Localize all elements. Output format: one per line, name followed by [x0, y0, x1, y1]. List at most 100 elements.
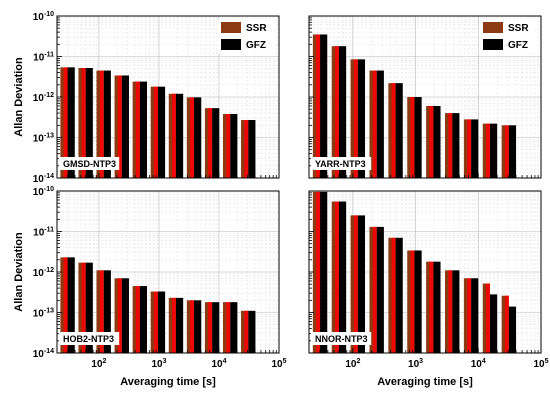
y-tick-label: 10-11 — [33, 52, 54, 64]
station-label-bg — [59, 332, 120, 345]
bars — [312, 34, 517, 179]
bar-gfz — [320, 34, 328, 179]
y-axis-label: Allan Deviation — [13, 57, 25, 137]
y-tick-label: 10-14 — [33, 348, 54, 360]
bar-highlight — [316, 191, 321, 353]
bar-gfz — [376, 226, 384, 353]
bar-gfz — [157, 291, 166, 353]
bar-highlight — [63, 67, 68, 178]
bar-gfz — [103, 70, 111, 178]
panel-yarr-ntp3: YARR-NTP3 SSR GFZ — [308, 15, 542, 179]
bar-gfz — [357, 215, 366, 353]
bar-highlight — [99, 270, 104, 353]
station-label-bg — [59, 157, 120, 170]
bars — [312, 191, 517, 353]
y-tick-label: 10-14 — [33, 173, 54, 185]
legend-label-ssr: SSR — [246, 23, 267, 34]
legend: SSR GFZ — [480, 19, 538, 53]
bar-highlight — [172, 297, 176, 353]
bar-highlight — [486, 283, 490, 353]
bar-gfz — [194, 97, 202, 178]
x-tick-label: 105 — [271, 358, 286, 370]
bar-gfz — [452, 113, 460, 178]
bar-gfz — [395, 83, 403, 178]
x-tick-label: 104 — [211, 358, 226, 370]
legend-label-gfz: GFZ — [508, 40, 528, 51]
bar-gfz — [121, 278, 129, 353]
bar-highlight — [391, 237, 396, 353]
bar-highlight — [172, 93, 176, 178]
bar-highlight — [153, 86, 158, 178]
bar-gfz — [212, 302, 220, 353]
bar-gfz — [508, 125, 517, 178]
x-tick-label: 105 — [533, 358, 548, 370]
bar-highlight — [504, 125, 509, 178]
bar-gfz — [85, 68, 93, 178]
bar-highlight — [226, 114, 231, 178]
x-tick-label: 102 — [345, 358, 360, 370]
bar-gfz — [489, 123, 498, 178]
bar-gfz — [338, 46, 347, 178]
bar-highlight — [334, 201, 339, 353]
legend-label-ssr: SSR — [508, 23, 529, 34]
bar-highlight — [467, 119, 472, 178]
bar-highlight — [208, 302, 213, 353]
bar-gfz — [175, 297, 184, 353]
legend-label-gfz: GFZ — [246, 40, 266, 51]
y-tick-label: 10-10 — [33, 11, 54, 23]
y-tick-label: 10-12 — [33, 92, 54, 104]
bar-gfz — [489, 294, 498, 353]
bar-highlight — [353, 59, 358, 178]
bars — [60, 257, 256, 353]
bar-gfz — [414, 97, 422, 178]
bar-highlight — [153, 291, 158, 353]
y-tick-label: 10-11 — [33, 227, 54, 239]
bar-highlight — [372, 226, 377, 353]
bar-gfz — [508, 306, 517, 353]
bar-highlight — [63, 257, 68, 353]
bar-highlight — [429, 261, 434, 353]
x-tick-label: 104 — [471, 358, 486, 370]
bar-highlight — [429, 105, 434, 178]
bar-gfz — [139, 81, 148, 178]
bar-gfz — [157, 86, 166, 178]
station-label-bg — [311, 332, 372, 345]
station-label: NNOR-NTP3 — [315, 334, 368, 344]
axis-ticks — [308, 190, 542, 354]
bar-gfz — [376, 70, 384, 178]
bar-highlight — [117, 278, 122, 353]
bar-gfz — [452, 270, 460, 353]
bar-gfz — [194, 300, 202, 353]
bar-gfz — [121, 75, 129, 178]
bar-highlight — [99, 70, 104, 178]
bar-gfz — [433, 261, 441, 353]
bar-highlight — [244, 310, 249, 353]
station-label: YARR-NTP3 — [315, 159, 366, 169]
bar-highlight — [410, 97, 415, 178]
legend-swatch-ssr — [483, 22, 503, 33]
legend-swatch-gfz — [221, 39, 241, 50]
legend-swatch-gfz — [483, 39, 503, 50]
bar-highlight — [135, 81, 140, 178]
bar-highlight — [448, 113, 453, 178]
y-tick-label: 10-13 — [33, 308, 54, 320]
bar-gfz — [139, 286, 148, 353]
bar-highlight — [226, 302, 231, 353]
bar-highlight — [81, 68, 86, 178]
x-tick-label: 103 — [151, 358, 166, 370]
legend: SSR GFZ — [218, 19, 276, 53]
station-label: GMSD-NTP3 — [63, 159, 116, 169]
bar-highlight — [244, 120, 249, 178]
bar-gfz — [471, 278, 479, 353]
legend-swatch-ssr — [221, 22, 241, 33]
bar-highlight — [504, 295, 509, 353]
bar-highlight — [372, 70, 377, 178]
bar-highlight — [353, 215, 358, 353]
bar-highlight — [135, 286, 140, 353]
bar-highlight — [410, 250, 415, 353]
x-tick-label: 102 — [91, 358, 106, 370]
bar-highlight — [190, 97, 195, 178]
bar-highlight — [467, 278, 472, 353]
axis-ticks — [308, 15, 542, 179]
